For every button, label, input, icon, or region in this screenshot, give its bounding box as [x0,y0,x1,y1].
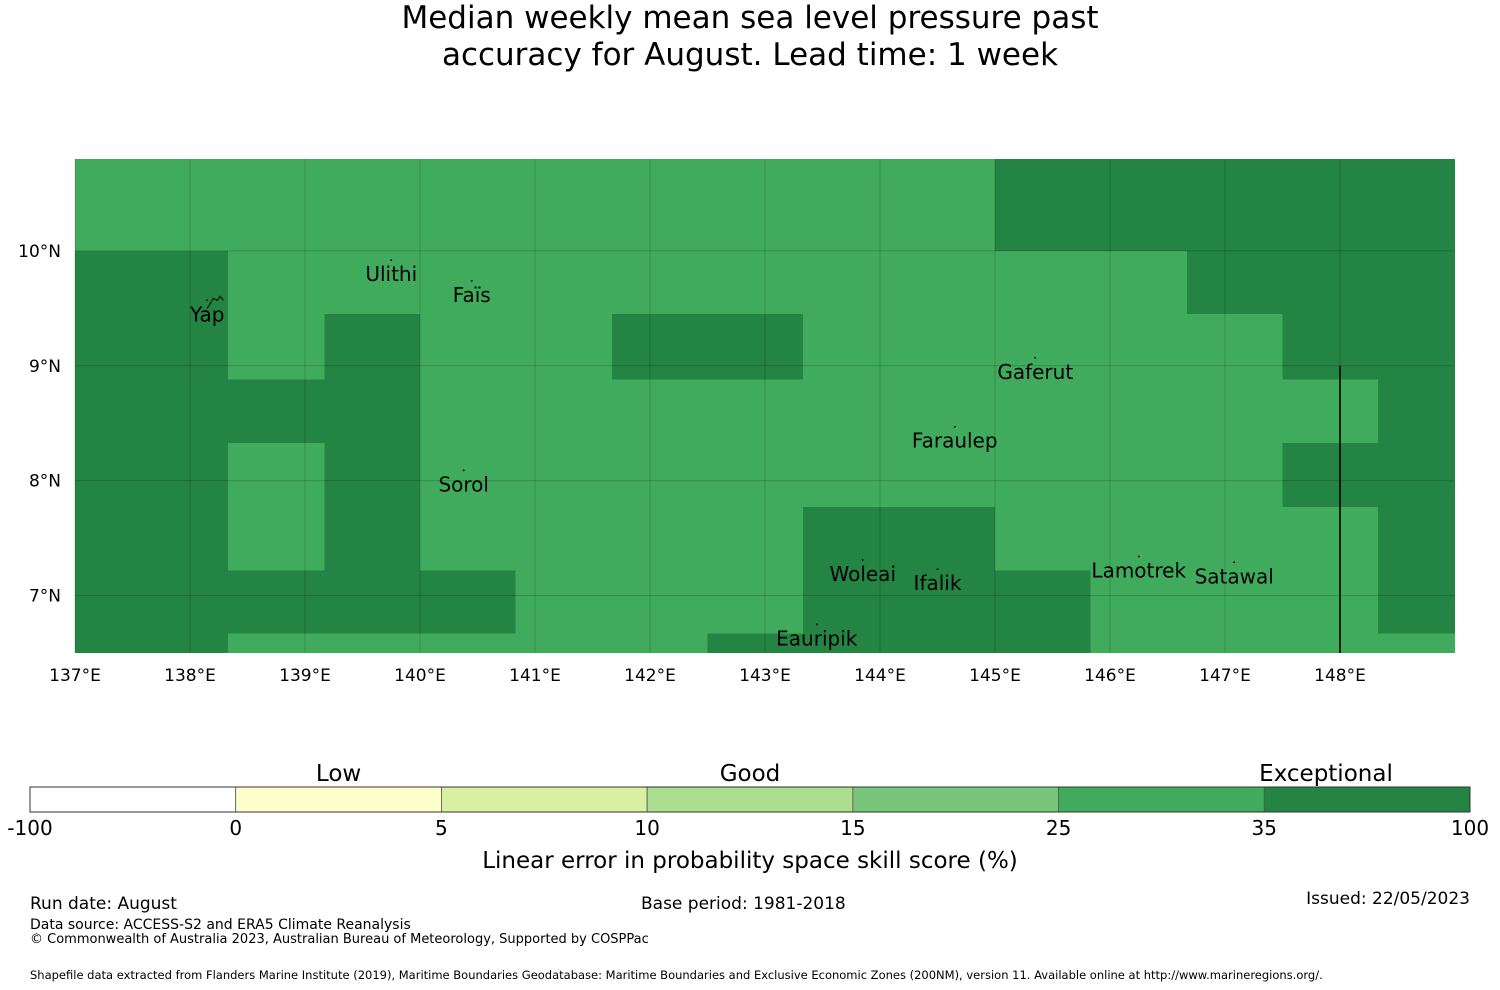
skill-cell-exceptional [1282,442,1378,508]
place-label: Satawal [1195,564,1274,588]
latitude-tick-label: 10°N [18,242,61,262]
colorbar-bin [235,786,442,813]
colorbar: -100 0 5 10 15 25 35 100 Low Good Exceptional Linea… [7,761,1489,874]
island-marker [462,469,465,472]
colorbar-tick-label: 5 [435,816,448,840]
longitude-tick-label: 146°E [1084,666,1136,686]
skill-map: 137°E 138°E 139°E 140°E 141°E 142°E 143°E 144°E… [18,159,1455,686]
skill-cell-exceptional [802,507,995,571]
place-label: Faraulep [912,429,998,453]
place-label: Sorol [438,472,489,496]
place-label: Faïs [453,283,491,307]
colorbar-tick-label: 25 [1046,816,1071,840]
map-title-line-2: accuracy for August. Lead time: 1 week [441,37,1059,73]
latitude-tick-label: 7°N [29,587,61,607]
place-label: Gaferut [997,360,1073,384]
longitude-tick-label: 137°E [49,666,101,686]
island-marker [206,299,209,302]
data-source: Data source: ACCESS-S2 and ERA5 Climate … [30,917,411,933]
map-title-line-1: Median weekly mean sea level pressure pa… [401,0,1099,36]
latitude-tick-label: 8°N [29,472,61,492]
copyright: © Commonwealth of Australia 2023, Austra… [30,932,649,947]
longitude-tick-label: 147°E [1199,666,1251,686]
skill-cell-exceptional [1187,250,1455,315]
skill-cell-exceptional [227,379,420,443]
colorbar-tick-label: -100 [7,816,52,840]
place-label: Eauripik [776,626,858,650]
colorbar-category-label: Good [720,761,781,787]
skill-cell-exceptional [1377,570,1455,634]
shapefile-credit: Shapefile data extracted from Flanders M… [30,968,1323,982]
island-marker [815,623,818,626]
longitude-tick-label: 144°E [854,666,906,686]
skill-cell-exceptional [707,633,900,653]
colorbar-tick-label: 100 [1451,816,1489,840]
skill-cell-exceptional [899,633,1091,653]
place-label: Lamotrek [1091,559,1186,583]
colorbar-category-label: Exceptional [1259,761,1393,787]
colorbar-bin [1058,786,1265,813]
skill-cell-exceptional [1282,314,1455,380]
place-label: Woleai [829,562,896,586]
colorbar-tick-label: 35 [1252,816,1277,840]
run-date: Run date: August [30,894,177,914]
skill-cell-exceptional [1377,379,1455,571]
latitude-tick-label: 9°N [29,357,61,377]
skill-cell-exceptional [227,570,516,634]
place-label: Ifalik [914,571,962,595]
longitude-tick-label: 141°E [509,666,561,686]
longitude-tick-label: 140°E [394,666,446,686]
longitude-tick-label: 143°E [739,666,791,686]
colorbar-bin [29,786,237,813]
longitude-tick-label: 139°E [279,666,331,686]
island-marker [1137,555,1140,558]
island-marker [953,425,956,428]
longitude-tick-label: 142°E [624,666,676,686]
place-label: Yap [189,302,224,326]
colorbar-tick-label: 10 [634,816,659,840]
colorbar-axis-label: Linear error in probability space skill … [482,848,1018,874]
longitude-tick-label: 148°E [1314,666,1366,686]
colorbar-bin [852,786,1059,813]
skill-cell-exceptional [612,314,803,380]
longitude-tick-label: 138°E [164,666,216,686]
colorbar-bin [1263,786,1471,813]
skill-cell-exceptional [75,250,228,653]
island-marker [1233,561,1236,564]
island-marker [1034,356,1037,359]
colorbar-tick-label: 0 [229,816,242,840]
island-marker [861,559,864,561]
skill-cell-exceptional [995,159,1455,251]
colorbar-bin [646,786,854,813]
island-marker [936,568,939,571]
island-marker [390,259,393,262]
colorbar-bin [441,786,648,813]
map-title: Median weekly mean sea level pressure pa… [0,0,1500,74]
colorbar-category-label: Low [316,761,361,787]
longitude-tick-label: 145°E [969,666,1021,686]
base-period: Base period: 1981-2018 [641,894,846,914]
skill-cell-exceptional [324,442,420,571]
yap-island-outline [206,295,224,309]
island-marker [470,279,473,282]
issued-date: Issued: 22/05/2023 [1306,889,1470,909]
place-label: Ulithi [365,262,417,286]
colorbar-tick-label: 15 [840,816,865,840]
colorbar-frame [29,786,1471,813]
